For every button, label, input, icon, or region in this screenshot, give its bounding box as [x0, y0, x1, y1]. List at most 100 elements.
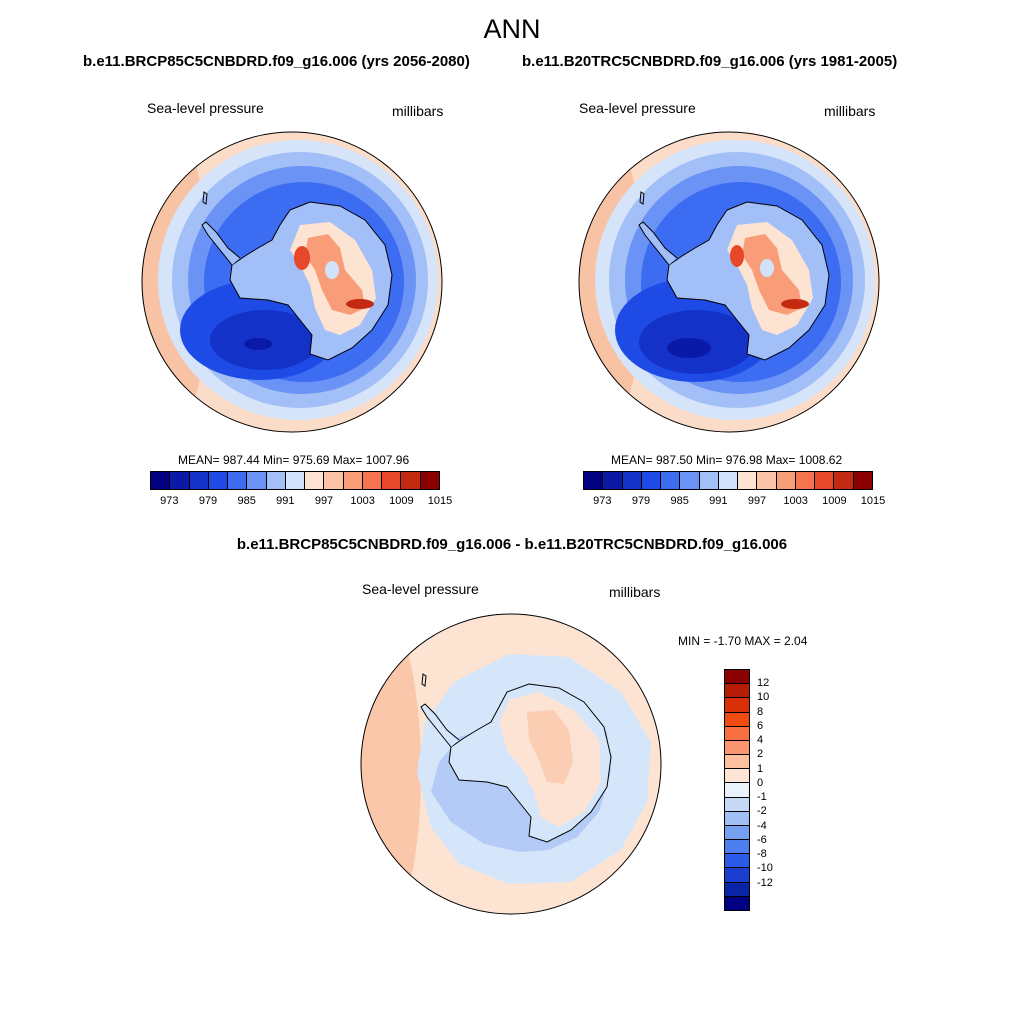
colorbar-swatch	[725, 896, 749, 910]
colorbar-swatch	[725, 825, 749, 841]
colorbar-swatch	[725, 868, 749, 883]
left-case-title: b.e11.BRCP85C5CNBDRD.f09_g16.006 (yrs 20…	[83, 53, 470, 70]
right-case-title: b.e11.B20TRC5CNBDRD.f09_g16.006 (yrs 198…	[522, 53, 898, 70]
colorbar-swatch	[170, 472, 190, 489]
colorbar-swatch	[725, 698, 749, 713]
colorbar-swatch	[603, 472, 623, 489]
map-border	[578, 131, 880, 433]
colorbar-swatch	[725, 712, 749, 727]
colorbar-swatch	[725, 854, 749, 869]
land-low-spot	[325, 261, 339, 279]
right-units-label: millibars	[824, 103, 876, 119]
difference-title: b.e11.BRCP85C5CNBDRD.f09_g16.006 - b.e11…	[236, 536, 788, 553]
colorbar-tick-label: -2	[757, 805, 767, 818]
colorbar-swatch	[189, 472, 209, 489]
antarctic-peninsula	[420, 703, 460, 748]
map-border	[141, 131, 443, 433]
colorbar-swatch	[725, 783, 749, 798]
south-america-tip	[421, 673, 427, 687]
left-variable-label: Sea-level pressure	[147, 100, 264, 116]
colorbar-swatch	[834, 472, 854, 489]
diff-land-positive-strong	[527, 710, 573, 784]
land-low-spot	[760, 259, 774, 277]
right-variable-label: Sea-level pressure	[579, 100, 696, 116]
colorbar-swatch	[757, 472, 777, 489]
colorbar-tick-label: 1003	[350, 495, 375, 507]
colorbar-swatch	[324, 472, 344, 489]
colorbar-swatch	[305, 472, 325, 489]
diff-colorbar	[724, 669, 750, 911]
colorbar-tick-label: 997	[747, 495, 767, 507]
colorbar-swatch	[622, 472, 642, 489]
colorbar-tick-label: 1015	[427, 495, 453, 507]
colorbar-tick-label: 12	[757, 677, 770, 690]
colorbar-swatch	[725, 840, 749, 855]
colorbar-swatch	[382, 472, 402, 489]
colorbar-tick-label: -8	[757, 848, 767, 861]
colorbar-tick-label: -4	[757, 819, 767, 832]
colorbar-swatch	[680, 472, 700, 489]
colorbar-swatch	[584, 472, 604, 489]
colorbar-swatch	[725, 684, 749, 699]
south-america-tip	[202, 191, 208, 205]
diff-variable-label: Sea-level pressure	[362, 581, 479, 597]
south-america-tip	[639, 191, 645, 205]
colorbar-tick-label: 979	[198, 495, 218, 507]
colorbar-tick-label: 10	[757, 691, 770, 704]
colorbar-swatch	[247, 472, 267, 489]
colorbar-tick-label: 2	[757, 748, 764, 761]
pressure-low-core	[667, 338, 711, 358]
left-units-label: millibars	[392, 103, 444, 119]
colorbar-swatch	[208, 472, 229, 489]
colorbar-swatch	[718, 472, 739, 489]
colorbar-swatch	[285, 472, 306, 489]
colorbar-swatch	[343, 472, 363, 489]
colorbar-swatch	[266, 472, 286, 489]
figure-title: ANN	[483, 14, 541, 44]
colorbar-swatch	[420, 472, 439, 489]
colorbar-swatch	[738, 472, 758, 489]
colorbar-swatch	[401, 472, 421, 489]
colorbar-tick-label: 991	[709, 495, 728, 507]
colorbar-tick-label: -6	[757, 833, 767, 846]
colorbar-swatch	[776, 472, 796, 489]
pressure-low-core	[244, 338, 272, 350]
colorbar-swatch	[362, 472, 383, 489]
colorbar-tick-label: 8	[757, 705, 764, 718]
colorbar-tick-label: 973	[593, 495, 612, 507]
colorbar-swatch	[699, 472, 719, 489]
colorbar-swatch	[725, 755, 749, 770]
difference-polar-map	[360, 613, 662, 915]
colorbar-tick-label: 991	[276, 495, 295, 507]
colorbar-swatch	[151, 472, 171, 489]
colorbar-tick-label: -12	[757, 876, 773, 889]
land-peak-pressure-1	[294, 246, 310, 270]
diff-units-label: millibars	[609, 584, 661, 600]
colorbar-swatch	[725, 726, 749, 741]
colorbar-swatch	[725, 797, 749, 812]
land-peak-pressure-2	[346, 299, 374, 309]
colorbar-swatch	[795, 472, 816, 489]
right-colorbar	[583, 471, 873, 490]
colorbar-swatch	[641, 472, 662, 489]
colorbar-swatch	[815, 472, 835, 489]
left-colorbar	[150, 471, 440, 490]
left-polar-map	[141, 131, 443, 433]
map-border	[360, 613, 662, 915]
antarctic-peninsula	[638, 221, 678, 266]
colorbar-tick-label: 1015	[860, 495, 886, 507]
colorbar-swatch	[853, 472, 872, 489]
colorbar-tick-label: 973	[160, 495, 179, 507]
colorbar-tick-label: 985	[237, 495, 256, 507]
colorbar-swatch	[725, 811, 749, 826]
colorbar-tick-label: 985	[670, 495, 689, 507]
right-stats: MEAN= 987.50 Min= 976.98 Max= 1008.62	[611, 453, 843, 467]
colorbar-tick-label: 1009	[822, 495, 847, 507]
colorbar-swatch	[725, 670, 749, 685]
colorbar-tick-label: 1	[757, 762, 764, 775]
land-peak-pressure-1	[730, 245, 744, 267]
colorbar-tick-label: 1003	[783, 495, 808, 507]
colorbar-swatch	[661, 472, 681, 489]
colorbar-tick-label: -1	[757, 791, 767, 804]
colorbar-tick-label: -10	[757, 862, 773, 875]
